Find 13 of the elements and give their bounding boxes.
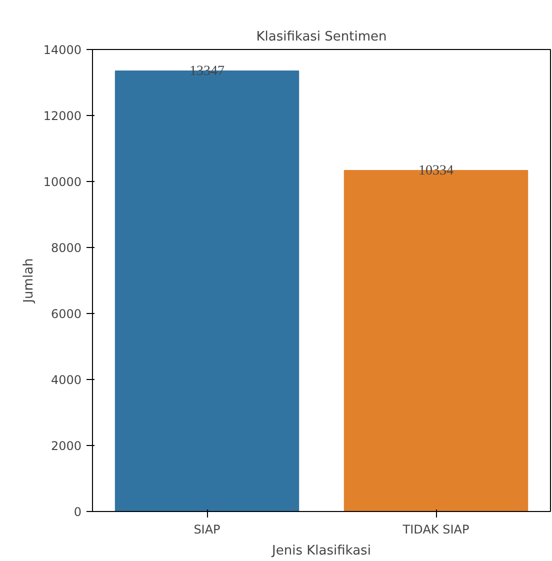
y-tick-label: 10000 <box>43 175 82 189</box>
y-tick-label: 14000 <box>43 43 82 57</box>
x-tick-label: TIDAK SIAP <box>402 522 470 536</box>
x-axis-title: Jenis Klasifikasi <box>271 544 371 558</box>
y-axis-title: Jumlah <box>21 258 36 304</box>
y-tick-label: 0 <box>74 505 82 519</box>
y-tick-label: 2000 <box>50 439 82 453</box>
y-tick-label: 12000 <box>43 109 82 123</box>
x-tick-label: SIAP <box>194 522 220 536</box>
y-tick-label: 4000 <box>50 373 82 387</box>
y-tick-label: 6000 <box>50 307 82 321</box>
chart-title: Klasifikasi Sentimen <box>256 30 387 44</box>
y-tick-label: 8000 <box>50 241 82 255</box>
